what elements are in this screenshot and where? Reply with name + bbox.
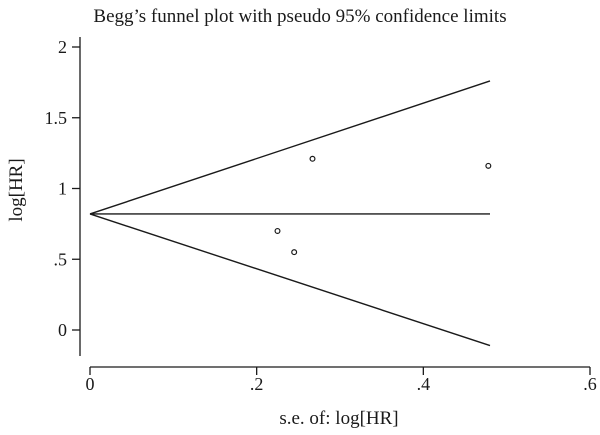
x-tick-label: 0: [86, 374, 95, 394]
x-axis-title: s.e. of: log[HR]: [279, 408, 398, 429]
funnel-lines: [89, 80, 491, 347]
x-tick-label: .4: [417, 374, 431, 394]
y-tick-label: 1: [58, 179, 67, 199]
study-points: [274, 155, 492, 256]
y-axis-title: log[HR]: [6, 158, 27, 221]
y-tick-label: 1.5: [45, 108, 68, 128]
upper-confidence-limit-line: [89, 80, 491, 215]
x-tick-label: .2: [250, 374, 264, 394]
chart-title: Begg’s funnel plot with pseudo 95% confi…: [93, 6, 506, 27]
x-axis-ticks: 0 .2 .4 .6: [86, 367, 597, 394]
study-point: [309, 155, 316, 162]
plot-area: 0 .5 1 1.5 2 0 .2 .4 .6: [45, 37, 597, 394]
x-tick-label: .6: [583, 374, 597, 394]
y-tick-label: .5: [54, 249, 68, 269]
y-tick-label: 2: [58, 37, 67, 57]
y-axis-ticks: 0 .5 1 1.5 2: [45, 37, 80, 340]
study-point: [291, 249, 298, 256]
study-point: [274, 227, 281, 234]
y-tick-label: 0: [58, 320, 67, 340]
study-point: [485, 162, 492, 169]
lower-confidence-limit-line: [89, 213, 491, 347]
